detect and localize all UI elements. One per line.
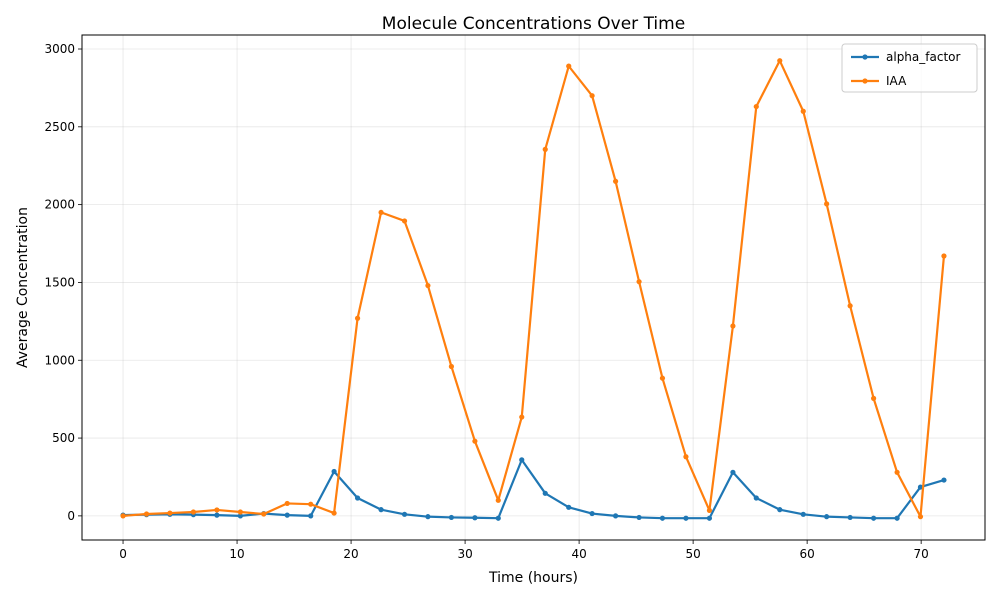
legend-marker-iaa (862, 78, 868, 84)
data-point-iaa (566, 63, 572, 69)
y-tick-label: 0 (67, 509, 75, 523)
data-point-alpha-factor (871, 515, 877, 521)
x-tick-label: 0 (119, 547, 127, 561)
data-point-iaa (847, 303, 853, 309)
x-tick-label: 60 (799, 547, 814, 561)
data-point-alpha-factor (378, 507, 384, 513)
axis-ticks: 0 10 20 30 40 50 60 70 0 500 1000 1500 2000 2500 3000 (44, 42, 928, 561)
data-point-iaa (378, 209, 384, 216)
legend-label-iaa: IAA (886, 74, 907, 88)
data-point-iaa (472, 438, 478, 444)
data-point-alpha-factor (237, 513, 243, 519)
legend-label-alpha-factor: alpha_factor (886, 50, 960, 64)
y-tick-label: 1000 (44, 353, 75, 367)
data-point-iaa (659, 375, 666, 381)
x-axis-label: Time (hours) (488, 570, 578, 586)
y-tick-label: 2000 (44, 198, 75, 212)
data-point-iaa (683, 454, 689, 460)
data-point-alpha-factor (894, 515, 900, 521)
data-point-iaa (308, 501, 314, 507)
data-point-alpha-factor (730, 469, 736, 475)
data-point-alpha-factor (425, 514, 431, 520)
data-point-alpha-factor (706, 515, 713, 521)
data-point-iaa (871, 395, 877, 401)
data-point-alpha-factor (542, 490, 548, 496)
data-point-iaa (284, 500, 290, 507)
data-point-iaa (777, 58, 783, 64)
data-point-iaa (120, 513, 126, 519)
x-tick-label: 50 (685, 547, 700, 561)
data-point-iaa (167, 510, 173, 516)
data-point-alpha-factor (847, 514, 853, 521)
data-point-iaa (800, 108, 806, 114)
data-point-iaa (401, 218, 408, 224)
data-point-alpha-factor (495, 515, 501, 521)
data-point-iaa (706, 507, 713, 514)
data-point-iaa (636, 279, 642, 285)
data-point-iaa (824, 201, 830, 207)
data-point-alpha-factor (824, 514, 830, 520)
x-tick-label: 40 (571, 547, 586, 561)
legend-marker-alpha-factor (862, 54, 868, 60)
x-tick-label: 20 (343, 547, 358, 561)
data-point-iaa (894, 469, 900, 475)
data-point-iaa (730, 323, 736, 329)
y-tick-label: 3000 (44, 42, 75, 56)
data-point-alpha-factor (636, 514, 642, 521)
data-point-alpha-factor (683, 515, 689, 521)
data-point-alpha-factor (917, 484, 924, 490)
data-point-alpha-factor (284, 512, 290, 518)
series-iaa (120, 58, 947, 520)
data-point-iaa (941, 253, 947, 259)
data-point-iaa (354, 315, 361, 321)
data-point-alpha-factor (308, 513, 314, 519)
data-point-alpha-factor (612, 513, 619, 519)
data-point-iaa (519, 414, 525, 420)
data-point-alpha-factor (472, 515, 478, 521)
data-point-iaa (589, 93, 595, 99)
data-point-alpha-factor (214, 512, 220, 518)
data-point-alpha-factor (777, 507, 783, 513)
plot-frame (81, 34, 986, 541)
data-point-iaa (261, 511, 267, 517)
x-tick-label: 10 (229, 547, 244, 561)
data-point-alpha-factor (519, 457, 525, 463)
data-point-iaa (331, 510, 337, 516)
chart-title: Molecule Concentrations Over Time (382, 14, 685, 34)
data-point-alpha-factor (354, 495, 361, 501)
data-point-iaa (753, 103, 759, 110)
data-point-iaa (190, 509, 196, 515)
data-point-iaa (448, 363, 455, 370)
data-point-iaa (495, 497, 501, 503)
data-point-alpha-factor (448, 514, 455, 521)
y-tick-label: 1500 (44, 275, 75, 289)
x-tick-label: 30 (457, 547, 472, 561)
data-point-alpha-factor (800, 511, 806, 517)
data-point-alpha-factor (401, 511, 408, 517)
data-point-alpha-factor (566, 504, 572, 510)
data-point-iaa (143, 511, 150, 517)
y-tick-label: 2500 (44, 120, 75, 134)
y-axis-label: Average Concentration (15, 207, 31, 368)
x-tick-label: 70 (914, 547, 929, 561)
data-point-alpha-factor (331, 468, 337, 475)
series-line-iaa (122, 59, 946, 518)
data-point-iaa (542, 146, 548, 152)
data-point-alpha-factor (753, 495, 759, 501)
legend: alpha_factor IAA (841, 43, 978, 93)
data-point-iaa (214, 507, 220, 513)
data-point-iaa (612, 178, 619, 184)
data-point-alpha-factor (589, 510, 595, 517)
series-layer (120, 58, 947, 521)
data-point-iaa (237, 509, 243, 515)
data-point-alpha-factor (659, 515, 666, 521)
data-point-iaa (917, 514, 924, 520)
data-point-iaa (425, 282, 431, 289)
y-tick-label: 500 (52, 431, 75, 445)
data-point-alpha-factor (941, 477, 947, 483)
